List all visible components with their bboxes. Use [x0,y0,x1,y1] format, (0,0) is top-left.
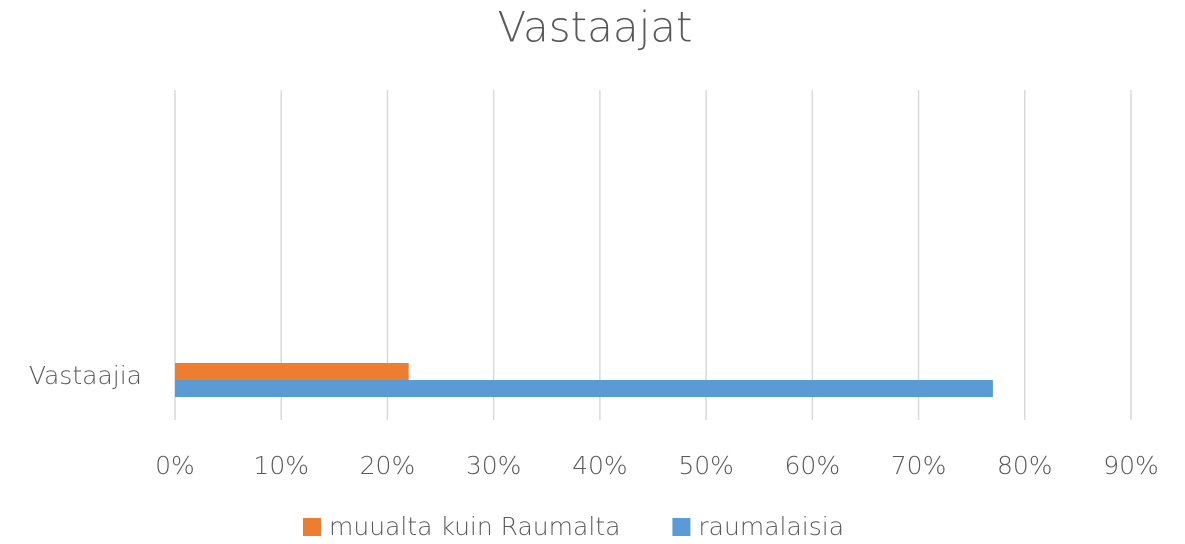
bar [175,380,993,397]
legend-swatch [672,518,691,536]
x-tick-label: 40% [572,451,628,480]
legend-swatch [303,518,321,536]
bar [175,363,409,380]
x-tick-label: 80% [997,451,1053,480]
legend-label: muualta kuin Raumalta [329,512,620,541]
x-tick-label: 70% [891,451,947,480]
x-tick-label: 10% [253,451,309,480]
chart-title: Vastaajat [498,3,693,52]
x-tick-label: 50% [678,451,734,480]
legend-label: raumalaisia [698,512,844,541]
x-tick-label: 60% [785,451,841,480]
x-tick-label: 0% [155,451,195,480]
x-tick-label: 30% [466,451,522,480]
y-tick-label: Vastaajia [29,361,142,390]
x-tick-label: 20% [360,451,416,480]
x-tick-label: 90% [1103,451,1159,480]
